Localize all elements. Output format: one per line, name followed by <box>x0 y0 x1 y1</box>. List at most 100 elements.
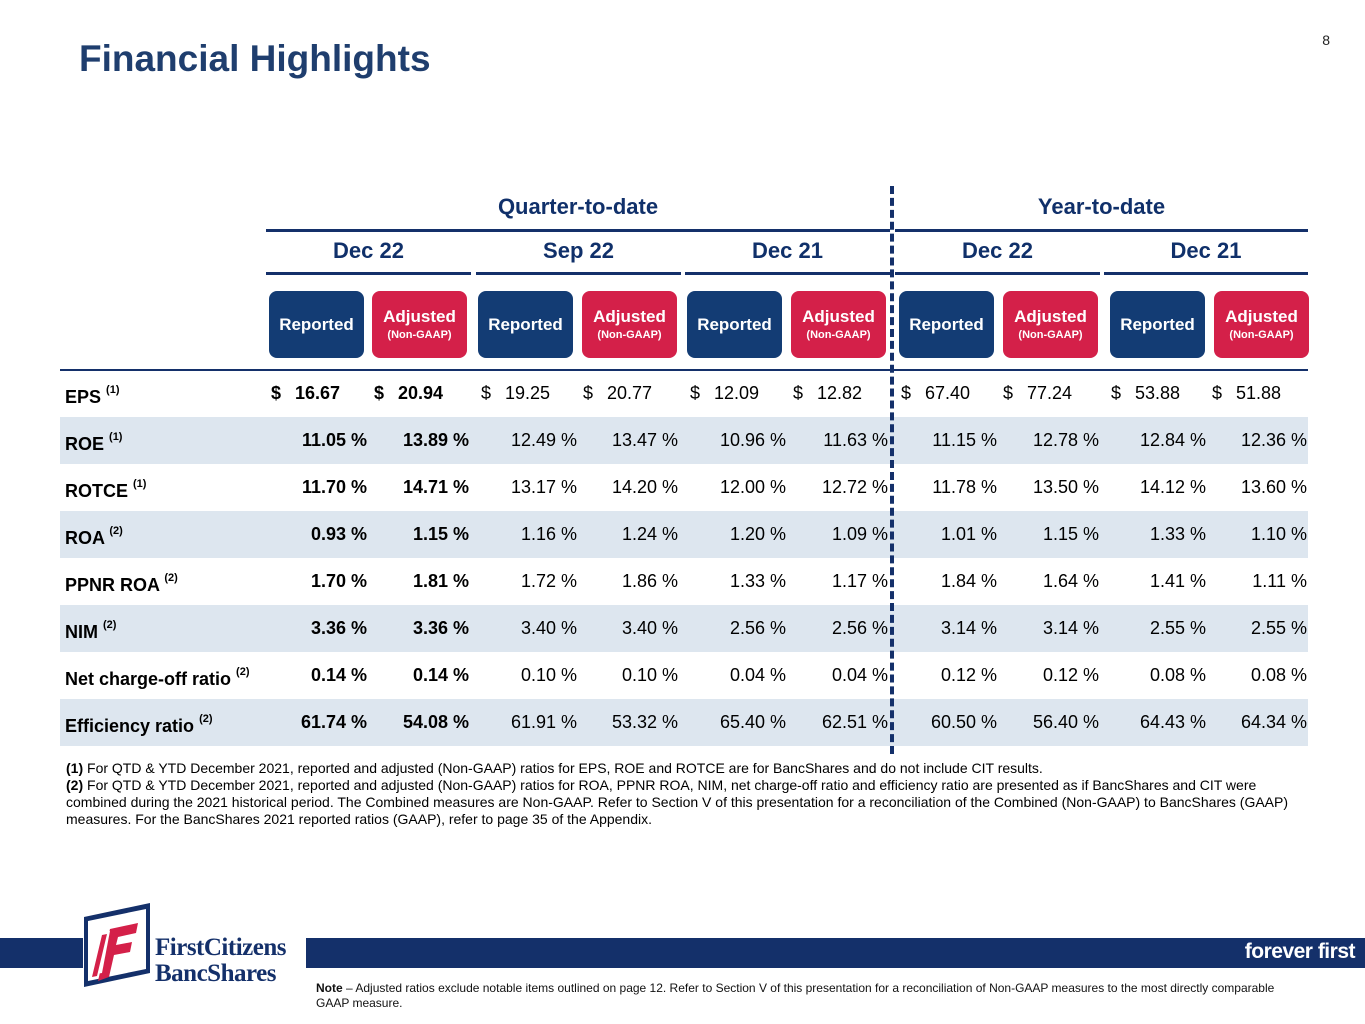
table-cell: $19.25 <box>481 370 621 417</box>
footnote-ref: (1) <box>106 384 120 396</box>
table-row: ROE (1) 11.05 % 13.89 % 12.49 % 13.47 % 10.96… <box>60 417 1308 464</box>
cell-value: 11.63 % <box>823 430 888 450</box>
reported-pill: Reported <box>899 291 994 358</box>
cell-value: 1.15 % <box>1042 524 1099 544</box>
adjusted-pill: Adjusted (Non-GAAP) <box>1003 291 1098 358</box>
group-line-qtd <box>266 229 890 232</box>
cell-value: 13.60 % <box>1240 477 1307 497</box>
cell-value: 0.08 % <box>1250 665 1307 685</box>
cell-value: 3.14 % <box>1042 618 1099 638</box>
cell-value: 53.32 % <box>611 712 678 732</box>
table-cell: 1.33 % <box>690 558 786 605</box>
table-cell: 11.15 % <box>901 417 997 464</box>
cell-value: 53.88 <box>1135 383 1181 403</box>
footer-note: Note – Adjusted ratios exclude notable i… <box>316 981 1306 1011</box>
period-header: Dec 21 <box>752 238 823 263</box>
cell-value: 13.17 % <box>510 477 577 497</box>
cell-value: 3.14 % <box>940 618 997 638</box>
table-cell: $20.77 <box>583 370 722 417</box>
metric-label: ROA (2) <box>65 511 123 558</box>
pill-label: Adjusted <box>1225 307 1298 326</box>
cell-value: 64.34 % <box>1240 712 1307 732</box>
metric-name: ROE <box>65 434 105 454</box>
cell-value: 1.09 % <box>831 524 888 544</box>
cell-value: 12.72 % <box>821 477 888 497</box>
period-line <box>685 272 890 275</box>
cell-value: 1.33 % <box>1149 524 1206 544</box>
footnote-text: For QTD & YTD December 2021, reported an… <box>66 777 1289 827</box>
period-header: Dec 22 <box>962 238 1033 263</box>
cell-value: 11.15 % <box>932 430 997 450</box>
company-logo-text: FirstCitizens BancShares <box>155 935 286 987</box>
table-cell: 10.96 % <box>690 417 786 464</box>
reported-pill: Reported <box>687 291 782 358</box>
cell-value: 64.43 % <box>1139 712 1206 732</box>
pill-sublabel: (Non-GAAP) <box>597 329 662 341</box>
footnote-text: For QTD & YTD December 2021, reported an… <box>83 760 1043 776</box>
cell-value: 14.71 % <box>402 477 469 497</box>
table-cell: $12.09 <box>690 370 830 417</box>
cell-value: 62.51 % <box>821 712 888 732</box>
metric-label: PPNR ROA (2) <box>65 558 178 605</box>
pill-sublabel: (Non-GAAP) <box>387 329 452 341</box>
cell-value: 12.36 % <box>1240 430 1307 450</box>
table-cell: $12.82 <box>793 370 932 417</box>
table-cell: 3.36 % <box>374 605 469 652</box>
cell-value: 12.00 % <box>719 477 786 497</box>
cell-value: 16.67 <box>295 383 341 403</box>
table-cell: 13.17 % <box>481 464 577 511</box>
metric-label: ROTCE (1) <box>65 464 146 511</box>
table-cell: 62.51 % <box>793 699 888 746</box>
currency-symbol: $ <box>793 383 804 403</box>
table-cell: 12.49 % <box>481 417 577 464</box>
currency-symbol: $ <box>374 383 385 403</box>
cell-value: 3.40 % <box>621 618 678 638</box>
footnote: (1) For QTD & YTD December 2021, reporte… <box>66 760 1316 777</box>
cell-value: 12.82 <box>817 383 863 403</box>
pill-label: Adjusted <box>593 307 666 326</box>
cell-value: 12.84 % <box>1139 430 1206 450</box>
table-cell: 1.41 % <box>1111 558 1206 605</box>
currency-symbol: $ <box>901 383 912 403</box>
cell-value: 11.05 % <box>301 430 367 450</box>
footnote-ref: (2) <box>109 525 123 537</box>
cell-value: 1.72 % <box>520 571 577 591</box>
currency-symbol: $ <box>1003 383 1014 403</box>
table-cell: 0.12 % <box>901 652 997 699</box>
cell-value: 0.08 % <box>1149 665 1206 685</box>
footer-band-right <box>306 938 1365 968</box>
cell-value: 2.55 % <box>1250 618 1307 638</box>
table-cell: 1.84 % <box>901 558 997 605</box>
cell-value: 11.78 % <box>932 477 997 497</box>
table-cell: 1.01 % <box>901 511 997 558</box>
table-cell: 0.14 % <box>271 652 367 699</box>
cell-value: 67.40 <box>925 383 971 403</box>
period-line <box>1104 272 1308 275</box>
pill-label: Adjusted <box>1014 307 1087 326</box>
cell-value: 14.12 % <box>1139 477 1206 497</box>
table-cell: 2.56 % <box>690 605 786 652</box>
footnotes: (1) For QTD & YTD December 2021, reporte… <box>66 760 1316 828</box>
cell-value: 12.78 % <box>1032 430 1099 450</box>
period-header: Dec 22 <box>333 238 404 263</box>
cell-value: 3.36 % <box>310 618 367 638</box>
metric-name: NIM <box>65 622 98 642</box>
table-cell: 12.72 % <box>793 464 888 511</box>
table-cell: 3.14 % <box>901 605 997 652</box>
table-cell: 0.10 % <box>481 652 577 699</box>
logo-line-2: BancShares <box>155 960 276 987</box>
table-cell: 1.70 % <box>271 558 367 605</box>
table-row: NIM (2) 3.36 % 3.36 % 3.40 % 3.40 % 2.56 % 2.5… <box>60 605 1308 652</box>
table-row: Efficiency ratio (2) 61.74 % 54.08 % 61.91 … <box>60 699 1308 746</box>
footnote-ref: (1) <box>133 478 147 490</box>
cell-value: 65.40 % <box>719 712 786 732</box>
table-cell: 53.32 % <box>583 699 678 746</box>
table-cell: 3.14 % <box>1003 605 1099 652</box>
cell-value: 2.56 % <box>831 618 888 638</box>
table-cell: 64.43 % <box>1111 699 1206 746</box>
qtd-ytd-divider <box>890 186 894 754</box>
table-cell: 0.04 % <box>793 652 888 699</box>
table-row: ROA (2) 0.93 % 1.15 % 1.16 % 1.24 % 1.20 % 1.0… <box>60 511 1308 558</box>
adjusted-pill: Adjusted (Non-GAAP) <box>372 291 467 358</box>
period-line <box>266 272 471 275</box>
